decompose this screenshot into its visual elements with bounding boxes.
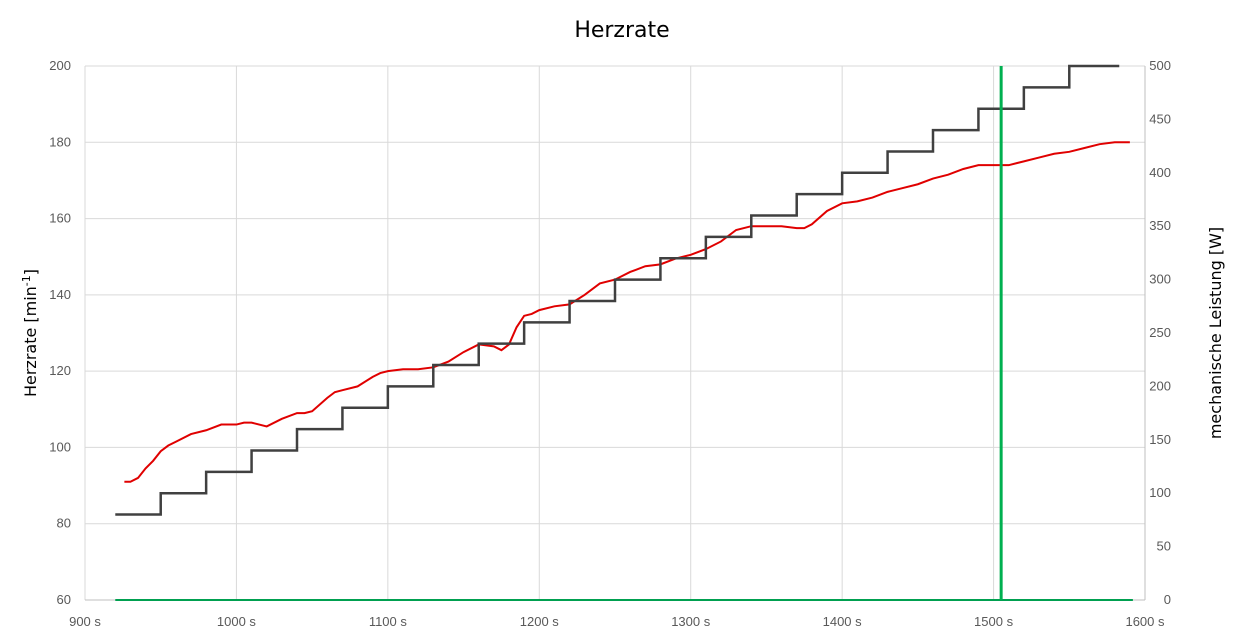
x-tick-label: 1200 s	[520, 614, 560, 629]
y2-tick-label: 500	[1149, 58, 1171, 73]
y-tick-label: 120	[49, 363, 71, 378]
y2-tick-label: 200	[1149, 378, 1171, 393]
x-tick-label: 1300 s	[671, 614, 711, 629]
x-tick-label: 900 s	[69, 614, 101, 629]
y-axis-title-superscript: -1	[20, 275, 33, 286]
y-axis-title-close: ]	[21, 269, 40, 275]
y-tick-label: 80	[57, 516, 71, 531]
y2-tick-label: 50	[1157, 539, 1171, 554]
y2-tick-label: 450	[1149, 111, 1171, 126]
y-tick-label: 140	[49, 287, 71, 302]
y2-tick-label: 0	[1164, 592, 1171, 607]
y2-tick-label: 400	[1149, 165, 1171, 180]
y2-tick-label: 250	[1149, 325, 1171, 340]
y-tick-label: 160	[49, 211, 71, 226]
y2-tick-label: 300	[1149, 272, 1171, 287]
y-tick-label: 200	[49, 58, 71, 73]
y-tick-label: 100	[49, 439, 71, 454]
y2-axis-title: mechanische Leistung [W]	[1206, 227, 1225, 439]
chart-title: Herzrate	[574, 18, 669, 43]
mechanical-power-series	[115, 64, 1120, 516]
y-tick-label: 180	[49, 134, 71, 149]
y2-tick-label: 150	[1149, 432, 1171, 447]
x-tick-label: 1400 s	[823, 614, 863, 629]
series-layer	[115, 64, 1133, 601]
y2-tick-label: 100	[1149, 485, 1171, 500]
heart-rate-series	[124, 141, 1130, 483]
y-axis-title: Herzrate [min-1]	[20, 269, 40, 397]
tick-labels: 60 80 100 120 140 160 180 200 900 s 1000 s 1100 s 1…	[49, 58, 1171, 629]
x-tick-label: 1000 s	[217, 614, 257, 629]
y2-tick-label: 350	[1149, 218, 1171, 233]
x-tick-label: 1500 s	[974, 614, 1014, 629]
x-tick-label: 1600 s	[1125, 614, 1165, 629]
x-tick-label: 1100 s	[369, 614, 408, 629]
y-axis-title-main: Herzrate [min	[21, 286, 40, 397]
y-tick-label: 60	[57, 592, 71, 607]
